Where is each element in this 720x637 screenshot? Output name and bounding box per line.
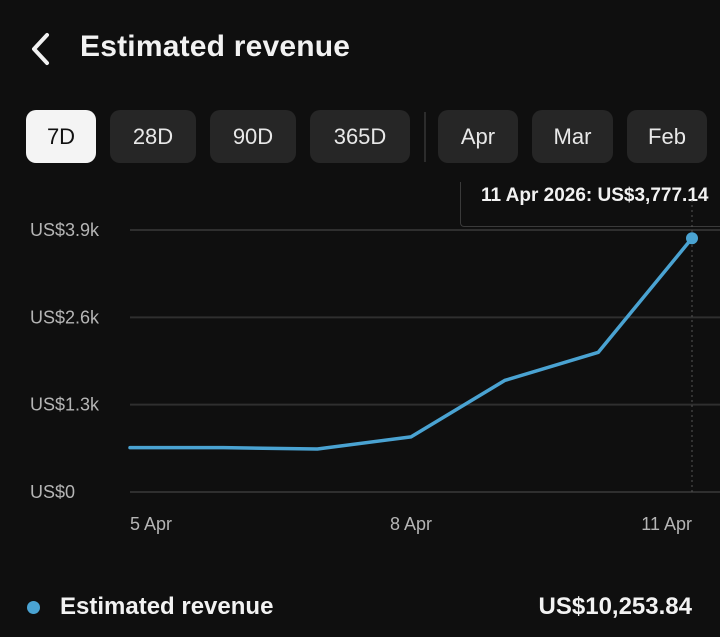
chip-28d[interactable]: 28D (110, 110, 196, 163)
y-tick-label: US$0 (30, 482, 75, 502)
chip-90d[interactable]: 90D (210, 110, 296, 163)
chip-365d[interactable]: 365D (310, 110, 410, 163)
y-tick-label: US$1.3k (30, 395, 100, 415)
back-button[interactable] (20, 28, 60, 70)
legend-marker (27, 601, 40, 614)
legend-label: Estimated revenue (60, 593, 274, 620)
chip-7d[interactable]: 7D (26, 110, 96, 163)
page-title: Estimated revenue (80, 30, 351, 63)
chip-month-mar[interactable]: Mar (532, 110, 613, 163)
series-line (128, 236, 694, 451)
chart-tooltip: 11 Apr 2026: US$3,777.14 (460, 182, 720, 227)
tooltip-text: 11 Apr 2026: US$3,777.14 (481, 185, 709, 206)
x-tick-label: 11 Apr (641, 514, 692, 534)
header: Estimated revenue (0, 0, 720, 100)
y-tick-label: US$2.6k (30, 307, 100, 327)
legend: Estimated revenue US$10,253.84 (0, 585, 720, 630)
date-range-selector: 7D 28D 90D 365D Apr Mar Feb (26, 110, 720, 163)
revenue-chart[interactable]: US$0 US$1.3k US$2.6k US$3.9k 5 Apr 8 Apr 11 Ap… (0, 200, 720, 560)
x-tick-label: 8 Apr (390, 514, 432, 534)
highlight-point (686, 232, 698, 245)
legend-total-value: US$10,253.84 (538, 593, 692, 620)
chip-month-feb[interactable]: Feb (627, 110, 707, 163)
y-tick-label: US$3.9k (30, 220, 100, 240)
chevron-left-icon (32, 33, 49, 65)
chip-month-apr[interactable]: Apr (438, 110, 518, 163)
chip-divider (424, 112, 426, 162)
x-tick-label: 5 Apr (130, 514, 172, 534)
